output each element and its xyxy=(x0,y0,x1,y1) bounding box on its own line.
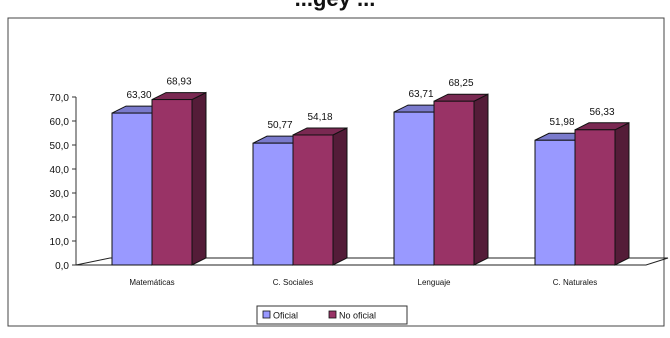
bar-no-oficial xyxy=(574,129,616,266)
bar-side-no-oficial xyxy=(191,91,207,266)
x-tick-label: Matemáticas xyxy=(129,278,174,287)
x-tick-label: C. Naturales xyxy=(553,278,597,287)
data-label: 63,71 xyxy=(408,89,433,100)
y-tick-label: 60,0 xyxy=(50,117,70,128)
x-tick-label: C. Sociales xyxy=(273,278,313,287)
y-tick-label: 40,0 xyxy=(50,165,70,176)
bar-no-oficial xyxy=(433,100,475,266)
y-tick-label: 0,0 xyxy=(55,261,69,272)
bar-side-no-oficial xyxy=(473,93,489,266)
y-tick-label: 70,0 xyxy=(50,93,70,104)
bar-side-no-oficial xyxy=(332,127,348,266)
chart-title: ...gey ... xyxy=(295,0,376,11)
y-tick-label: 50,0 xyxy=(50,141,70,152)
data-label: 54,18 xyxy=(307,112,332,123)
data-label: 50,77 xyxy=(267,120,292,131)
bar-oficial xyxy=(252,142,294,266)
data-label: 51,98 xyxy=(549,117,574,128)
data-label: 56,33 xyxy=(589,107,614,118)
x-tick-label: Lenguaje xyxy=(418,278,451,287)
legend-label-oficial: Oficial xyxy=(273,311,298,321)
plot-area: 0,0 10,0 20,0 30,0 40,0 50,0 60,0 70,0 63,30 68,9… xyxy=(50,77,669,287)
bar-no-oficial xyxy=(151,99,193,266)
bar-oficial xyxy=(534,139,576,266)
bar-side-no-oficial xyxy=(614,121,630,266)
legend: Oficial No oficial xyxy=(256,305,408,325)
bar-no-oficial xyxy=(292,134,334,266)
y-tick-label: 20,0 xyxy=(50,213,70,224)
legend-label-no-oficial: No oficial xyxy=(339,311,376,321)
y-tick-label: 10,0 xyxy=(50,237,70,248)
legend-swatch-no-oficial xyxy=(328,310,337,319)
data-label: 68,93 xyxy=(166,77,191,88)
data-label: 68,25 xyxy=(448,78,473,89)
legend-swatch-oficial xyxy=(262,310,271,319)
bar-oficial xyxy=(111,112,153,266)
bar-oficial xyxy=(393,111,435,266)
data-label: 63,30 xyxy=(126,90,151,101)
y-tick-label: 30,0 xyxy=(50,189,70,200)
